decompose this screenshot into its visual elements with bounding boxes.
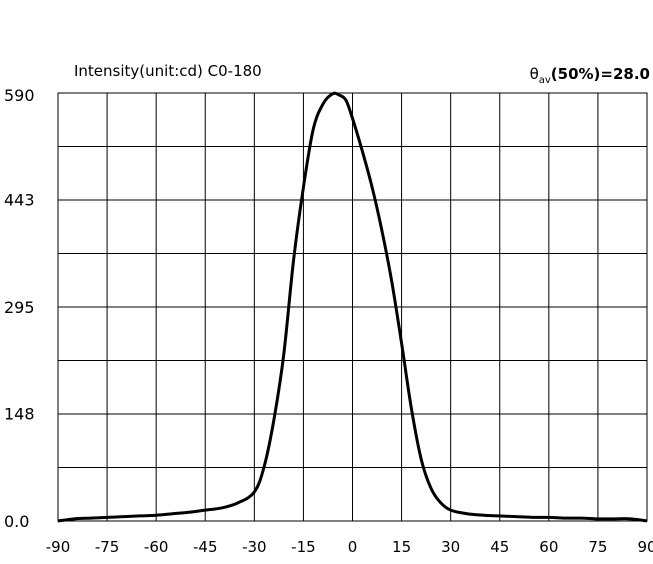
plot-frame <box>57 92 648 522</box>
y-tick-label: 0.0 <box>4 512 29 531</box>
x-tick-label: -60 <box>144 538 169 556</box>
x-tick-label: -90 <box>46 538 71 556</box>
y-tick-label: 295 <box>4 298 35 317</box>
x-tick-label: -15 <box>291 538 316 556</box>
series-layer <box>57 91 648 523</box>
y-tick-label: 148 <box>4 405 35 424</box>
axis-layer: -90 -75 -60 -45 -30 -15 0 15 30 45 60 75 90 0.0 148 295… <box>4 86 653 556</box>
x-tick-label: 15 <box>392 538 411 556</box>
x-tick-label: -45 <box>193 538 218 556</box>
y-tick-label: 590 <box>4 86 35 105</box>
x-tick-label: 90 <box>637 538 653 556</box>
x-tick-label: 0 <box>348 538 358 556</box>
x-tick-label: 60 <box>539 538 558 556</box>
theta-subscript: av <box>539 75 551 86</box>
x-tick-label: -75 <box>95 538 120 556</box>
theta-symbol: θ <box>530 65 539 83</box>
x-tick-label: -30 <box>242 538 267 556</box>
x-tick-label: 45 <box>490 538 509 556</box>
chart-title: Intensity(unit:cd) C0-180 <box>74 62 262 80</box>
y-tick-label: 443 <box>4 191 35 210</box>
x-tick-label: 75 <box>588 538 607 556</box>
intensity-curve <box>57 91 648 523</box>
grid-layer <box>57 92 648 522</box>
beam-angle-annotation: θav(50%)=28.0 <box>530 65 650 86</box>
x-tick-label: 30 <box>441 538 460 556</box>
theta-value: (50%)=28.0 <box>551 65 650 83</box>
